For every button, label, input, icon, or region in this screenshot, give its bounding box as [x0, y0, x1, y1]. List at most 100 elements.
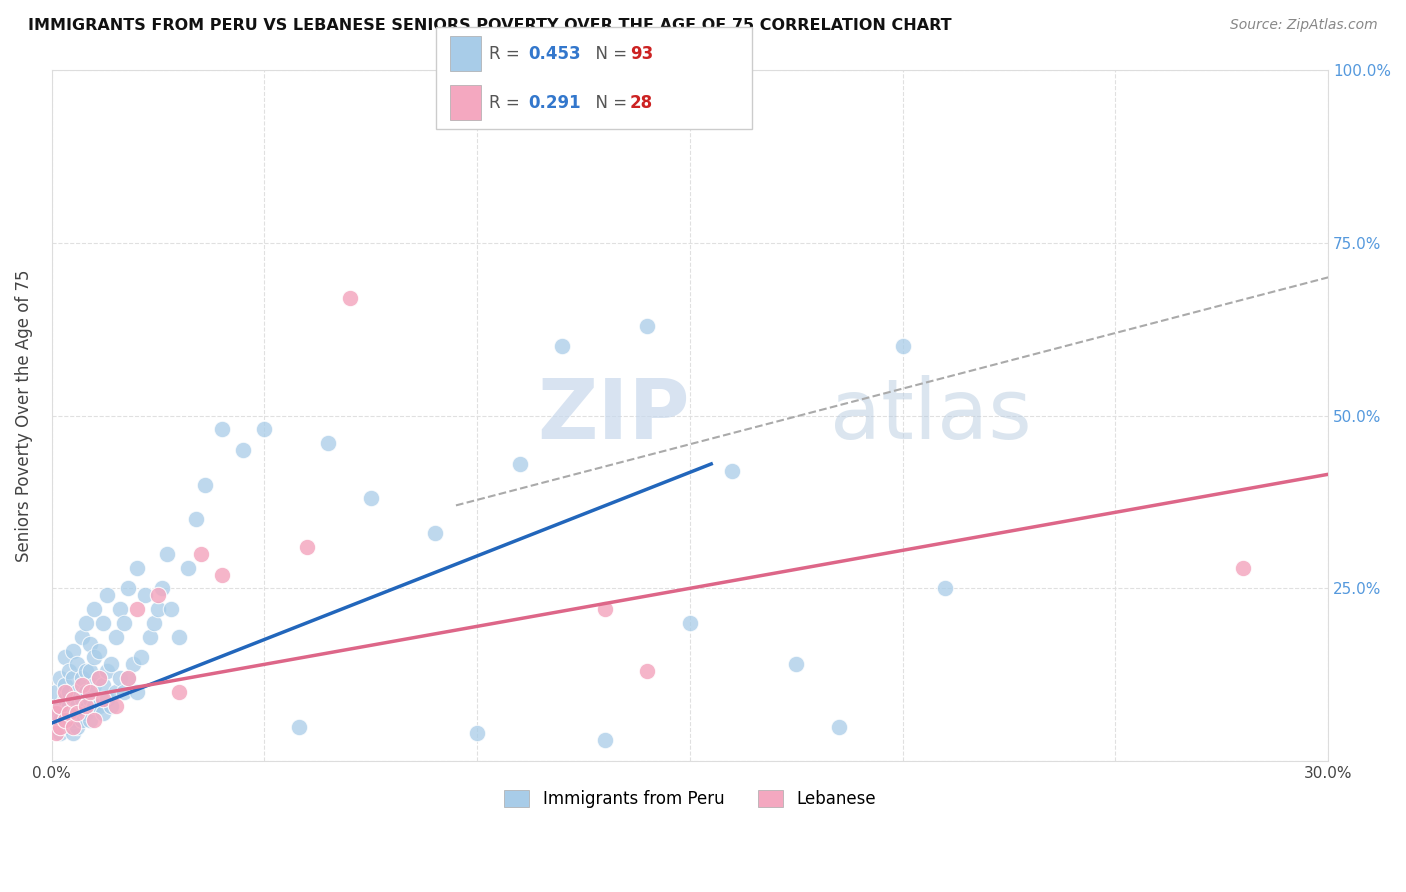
Point — [58, 698, 80, 713]
Point — [134, 588, 156, 602]
Point — [125, 560, 148, 574]
Point — [146, 588, 169, 602]
Point — [186, 512, 208, 526]
Point — [117, 582, 139, 596]
Point — [83, 602, 105, 616]
Point — [934, 582, 956, 596]
Point — [194, 477, 217, 491]
Point — [53, 719, 76, 733]
Point — [360, 491, 382, 506]
Point — [75, 685, 97, 699]
Point — [211, 422, 233, 436]
Text: R =: R = — [489, 45, 526, 62]
Point — [83, 678, 105, 692]
Point — [62, 719, 84, 733]
Point — [721, 464, 744, 478]
Point — [96, 588, 118, 602]
Point — [316, 436, 339, 450]
Point — [156, 547, 179, 561]
Point — [58, 665, 80, 679]
Point — [87, 643, 110, 657]
Point — [83, 698, 105, 713]
Point — [75, 665, 97, 679]
Point — [45, 706, 67, 720]
Point — [465, 726, 488, 740]
Point — [62, 643, 84, 657]
Point — [49, 726, 72, 740]
Text: 93: 93 — [630, 45, 654, 62]
Point — [45, 719, 67, 733]
Point — [287, 719, 309, 733]
Point — [100, 657, 122, 672]
Point — [53, 678, 76, 692]
Text: R =: R = — [489, 94, 526, 112]
Text: atlas: atlas — [831, 375, 1032, 456]
Text: IMMIGRANTS FROM PERU VS LEBANESE SENIORS POVERTY OVER THE AGE OF 75 CORRELATION : IMMIGRANTS FROM PERU VS LEBANESE SENIORS… — [28, 18, 952, 33]
Point — [1232, 560, 1254, 574]
Point — [70, 692, 93, 706]
Point — [49, 719, 72, 733]
Point — [79, 713, 101, 727]
Point — [62, 692, 84, 706]
Text: 0.453: 0.453 — [529, 45, 581, 62]
Point — [53, 650, 76, 665]
Point — [142, 615, 165, 630]
Point — [87, 698, 110, 713]
Point — [129, 650, 152, 665]
Point — [169, 685, 191, 699]
Point — [79, 692, 101, 706]
Point — [75, 698, 97, 713]
Point — [87, 671, 110, 685]
Point — [112, 685, 135, 699]
Point — [62, 692, 84, 706]
Point — [49, 698, 72, 713]
Text: 0.291: 0.291 — [529, 94, 581, 112]
Point — [551, 339, 574, 353]
Point — [295, 540, 318, 554]
Point — [75, 615, 97, 630]
Point — [66, 698, 89, 713]
Point — [66, 657, 89, 672]
Point — [91, 615, 114, 630]
Point — [339, 291, 361, 305]
Point — [146, 602, 169, 616]
Point — [150, 582, 173, 596]
Point — [108, 602, 131, 616]
Point — [679, 615, 702, 630]
Point — [100, 698, 122, 713]
Point — [45, 706, 67, 720]
Point — [66, 719, 89, 733]
Point — [91, 678, 114, 692]
Text: N =: N = — [585, 94, 633, 112]
Point — [45, 726, 67, 740]
Point — [53, 706, 76, 720]
Point — [138, 630, 160, 644]
Point — [91, 706, 114, 720]
Point — [62, 671, 84, 685]
Point — [232, 443, 254, 458]
Point — [53, 692, 76, 706]
Point — [253, 422, 276, 436]
Point — [177, 560, 200, 574]
Y-axis label: Seniors Poverty Over the Age of 75: Seniors Poverty Over the Age of 75 — [15, 269, 32, 562]
Point — [160, 602, 183, 616]
Point — [87, 671, 110, 685]
Point — [79, 637, 101, 651]
Point — [58, 706, 80, 720]
Point — [70, 671, 93, 685]
Point — [70, 713, 93, 727]
Point — [45, 685, 67, 699]
Point — [117, 671, 139, 685]
Point — [423, 526, 446, 541]
Point — [70, 630, 93, 644]
Point — [62, 713, 84, 727]
Legend: Immigrants from Peru, Lebanese: Immigrants from Peru, Lebanese — [498, 783, 882, 815]
Point — [121, 657, 143, 672]
Point — [49, 698, 72, 713]
Point — [211, 567, 233, 582]
Point — [112, 615, 135, 630]
Point — [66, 685, 89, 699]
Point — [169, 630, 191, 644]
Point — [66, 706, 89, 720]
Point — [83, 713, 105, 727]
